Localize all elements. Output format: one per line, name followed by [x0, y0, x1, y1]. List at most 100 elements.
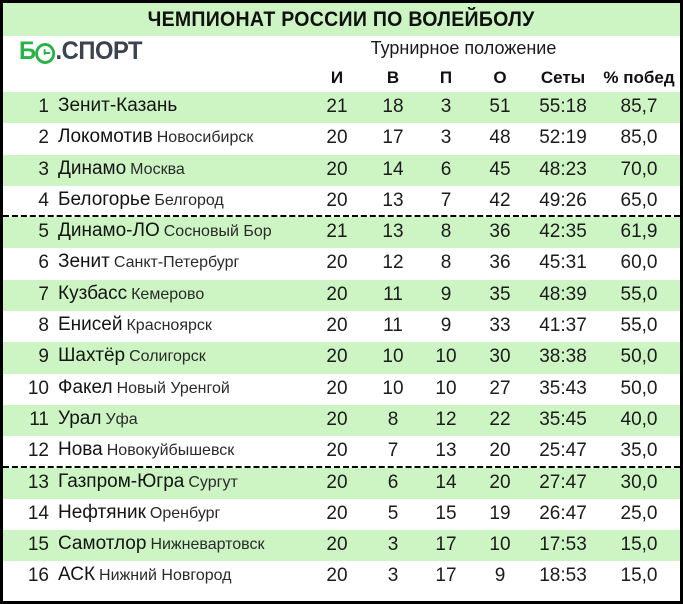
team-club: Динамо — [58, 157, 127, 179]
page-title: ЧЕМПИОНАТ РОССИИ ПО ВОЛЕЙБОЛУ — [148, 7, 535, 31]
cell-games: 20 — [326, 440, 348, 462]
team-city: Уфа — [105, 410, 138, 428]
table-row: 3 Динамо Москва 20 14 6 45 48:23 70,0 — [3, 154, 680, 186]
cell-losses: 10 — [435, 377, 457, 399]
cell-wins: 8 — [387, 408, 399, 430]
team-city: Нижневартовск — [150, 536, 265, 554]
team-name: Зенит Санкт-Петербург — [58, 251, 239, 273]
team-club: Енисей — [58, 314, 123, 336]
team-club: Нефтяник — [58, 501, 146, 523]
team-name: Енисей Красноярск — [58, 314, 212, 336]
cell-sets: 55:18 — [539, 96, 587, 117]
cell-wins: 6 — [387, 471, 399, 493]
table-row: 13 Газпром-Югра Сургут 20 6 14 20 27:47 30,0 — [3, 467, 680, 499]
cell-wins: 11 — [383, 283, 403, 305]
cell-games: 20 — [326, 502, 348, 524]
cell-wins: 5 — [387, 502, 399, 524]
cell-winpct: 55,0 — [620, 283, 658, 305]
cell-points: 27 — [489, 377, 511, 399]
cell-points: 10 — [489, 534, 511, 556]
cell-winpct: 15,0 — [620, 565, 658, 587]
team-name: Кузбасс Кемерово — [58, 283, 204, 305]
team-city: Новокуйбышевск — [106, 442, 235, 460]
cell-winpct: 55,0 — [620, 315, 658, 337]
cell-losses: 7 — [440, 189, 452, 211]
cell-points: 48 — [489, 127, 511, 149]
team-city: Сосновый Бор — [163, 223, 272, 241]
row-rank: 6 — [38, 252, 49, 274]
cell-losses: 8 — [440, 221, 452, 243]
cell-games: 20 — [326, 377, 348, 399]
team-name: Урал Уфа — [58, 408, 138, 430]
cell-wins: 10 — [382, 377, 404, 399]
team-name: Нефтяник Оренбург — [58, 502, 220, 524]
cell-losses: 12 — [435, 408, 457, 430]
column-header-losses: П — [439, 68, 453, 87]
team-city: Красноярск — [126, 317, 212, 335]
team-club: Самотлор — [58, 533, 147, 555]
cell-wins: 18 — [382, 96, 404, 117]
team-city: Солигорск — [129, 348, 206, 366]
column-header-points: О — [493, 68, 507, 87]
cell-points: 36 — [489, 252, 511, 274]
row-rank: 5 — [38, 221, 49, 243]
cell-sets: 52:19 — [539, 127, 587, 149]
clock-icon — [35, 42, 56, 64]
row-rank: 9 — [38, 346, 49, 368]
cell-wins: 13 — [382, 221, 404, 243]
cell-points: 22 — [489, 408, 511, 430]
cell-wins: 12 — [382, 252, 404, 274]
cell-games: 21 — [326, 221, 348, 243]
table-row: 10 Факел Новый Уренгой 20 10 10 27 35:43 50,0 — [3, 373, 680, 405]
cell-wins: 3 — [387, 565, 399, 587]
cell-winpct: 40,0 — [620, 408, 658, 430]
cell-wins: 3 — [387, 534, 399, 556]
team-city: Новосибирск — [156, 129, 254, 147]
cell-sets: 17:53 — [539, 534, 587, 556]
team-club: Кузбасс — [58, 282, 128, 304]
logo-prefix: Б — [19, 37, 36, 65]
row-rank: 16 — [27, 565, 49, 587]
cell-sets: 42:35 — [539, 221, 587, 243]
cell-losses: 17 — [435, 534, 457, 556]
row-rank: 1 — [38, 96, 49, 117]
cell-games: 20 — [326, 408, 348, 430]
team-city: Белгород — [154, 191, 224, 209]
cell-wins: 17 — [382, 127, 404, 149]
team-name: Газпром-Югра Сургут — [58, 471, 238, 493]
cell-games: 20 — [326, 565, 348, 587]
cell-winpct: 61,9 — [620, 221, 658, 243]
cell-winpct: 50,0 — [620, 377, 658, 399]
row-rank: 10 — [27, 377, 49, 399]
table-row: 11 Урал Уфа 20 8 12 22 35:45 40,0 — [3, 404, 680, 437]
team-name: Локомотив Новосибирск — [58, 126, 253, 148]
team-name: Шахтёр Солигорск — [58, 345, 206, 367]
cell-sets: 27:47 — [539, 471, 587, 493]
logo-suffix: .СПОРТ — [55, 37, 143, 65]
team-club: АСК — [58, 564, 96, 586]
team-club: Зенит-Казань — [58, 95, 178, 116]
cell-losses: 9 — [440, 315, 452, 337]
table-row: 1 Зенит-Казань 21 18 3 51 55:18 85,7 — [3, 92, 680, 124]
cell-wins: 7 — [387, 440, 399, 462]
cell-losses: 3 — [440, 127, 452, 149]
standings-rows: 1 Зенит-Казань 21 18 3 51 55:18 85,7 2 Локомотив Н… — [3, 92, 680, 593]
column-header-winpct: % побед — [603, 68, 675, 87]
cell-sets: 25:47 — [539, 440, 587, 462]
cell-games: 20 — [326, 346, 348, 368]
team-name: Факел Новый Уренгой — [58, 377, 230, 399]
cell-winpct: 70,0 — [620, 158, 658, 180]
column-header-wins: В — [386, 68, 400, 87]
team-city: Москва — [130, 160, 185, 178]
cell-winpct: 50,0 — [620, 346, 658, 368]
team-club: Зенит — [58, 251, 110, 273]
table-row: 8 Енисей Красноярск 20 11 9 33 41:37 55,0 — [3, 311, 680, 343]
cell-winpct: 60,0 — [620, 252, 658, 274]
cell-losses: 13 — [435, 440, 457, 462]
cell-points: 30 — [489, 346, 511, 368]
cell-sets: 48:39 — [539, 283, 587, 305]
cell-losses: 6 — [440, 158, 452, 180]
team-city: Нижний Новгород — [99, 567, 232, 585]
team-name: Белогорье Белгород — [58, 189, 224, 211]
